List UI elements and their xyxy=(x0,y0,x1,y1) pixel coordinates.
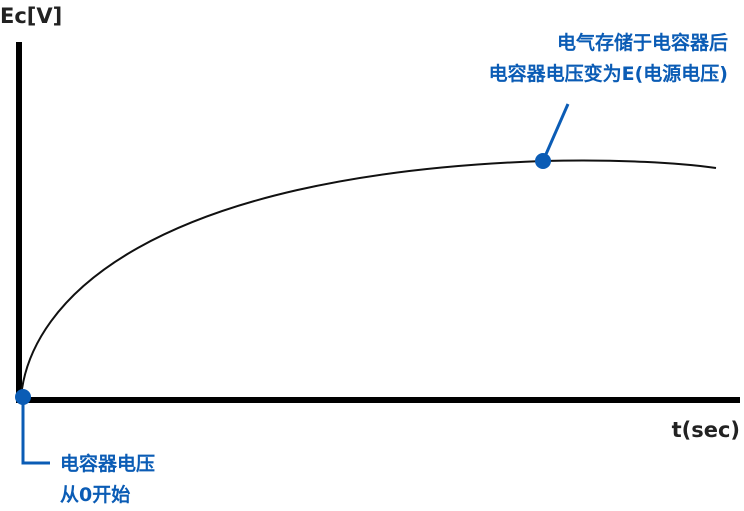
start-point-marker xyxy=(15,389,31,405)
start-annotation-line: 电容器电压 xyxy=(60,453,156,475)
end-leader-line xyxy=(541,103,570,162)
end-point-marker xyxy=(535,153,551,169)
end-annotation: 电气存储于电容器后 电容器电压变为E(电源电压) xyxy=(489,28,728,90)
start-annotation: 电容器电压 从0开始 xyxy=(60,449,155,511)
end-annotation-line: 电容器电压变为E(电源电压) xyxy=(488,63,728,85)
start-leader-line xyxy=(21,398,50,465)
y-axis-label: Ec[V] xyxy=(0,4,63,28)
start-annotation-line: 从0开始 xyxy=(60,484,131,506)
x-axis-label: t(sec) xyxy=(671,418,740,442)
end-annotation-line: 电气存储于电容器后 xyxy=(556,32,728,54)
charging-curve xyxy=(20,159,717,398)
